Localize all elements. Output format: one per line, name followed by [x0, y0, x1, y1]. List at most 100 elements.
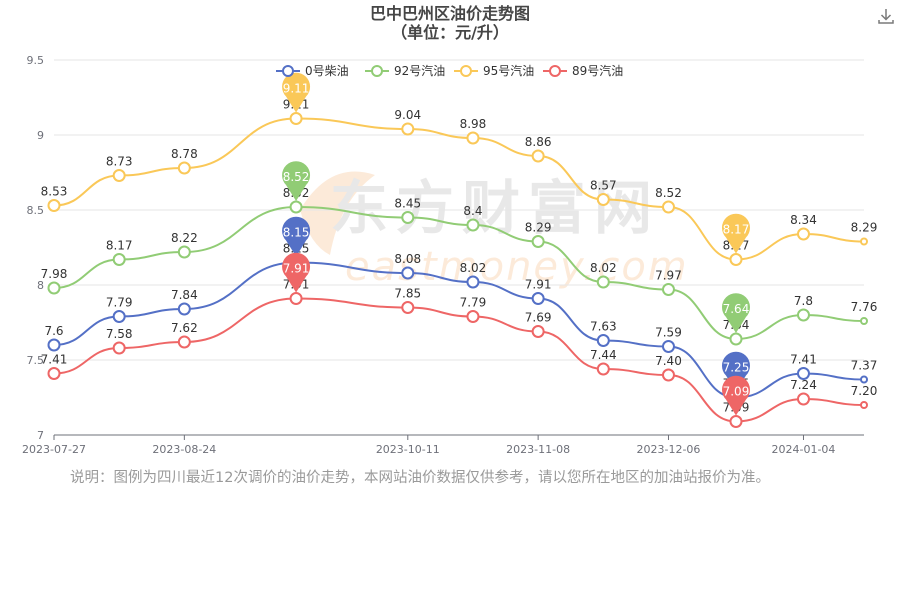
data-point[interactable]	[796, 308, 810, 322]
data-point[interactable]	[112, 341, 126, 355]
data-label: 7.63	[590, 320, 617, 334]
y-tick-label: 7.5	[27, 354, 45, 367]
pin-marker	[282, 72, 311, 113]
legend-item[interactable]: 92号汽油	[365, 63, 445, 78]
data-point[interactable]	[596, 275, 610, 289]
data-point[interactable]	[860, 401, 868, 409]
extreme-pins: 8.15 7.25 8.52 7.64 9.11 8.17 7.91 7.09	[282, 72, 750, 416]
data-point[interactable]	[596, 193, 610, 206]
chart-title: 巴中巴州区油价走势图 （单位：元/升）	[0, 4, 900, 42]
data-point[interactable]	[531, 235, 545, 248]
data-point[interactable]	[860, 237, 868, 246]
download-icon[interactable]	[876, 6, 896, 26]
data-label: 7.6	[44, 324, 63, 338]
data-point[interactable]	[796, 227, 810, 241]
data-point[interactable]	[729, 253, 743, 266]
y-tick-label: 9.5	[27, 54, 45, 67]
data-label: 7.85	[394, 287, 421, 301]
data-point[interactable]	[860, 317, 868, 325]
series-points[interactable]	[47, 112, 868, 428]
legend[interactable]: 0号柴油 92号汽油 95号汽油 89号汽油	[276, 63, 623, 78]
data-label: 7.20	[851, 384, 878, 398]
x-tick-label: 2024-01-04	[772, 443, 836, 456]
data-point[interactable]	[401, 266, 415, 280]
data-label: 7.98	[41, 267, 68, 281]
extreme-pin: 9.11	[282, 72, 311, 113]
chart-title-line1: 巴中巴州区油价走势图	[369, 4, 530, 23]
data-point[interactable]	[466, 310, 480, 323]
extreme-pin: 8.15	[282, 216, 311, 257]
data-point[interactable]	[401, 122, 415, 136]
data-point[interactable]	[47, 281, 61, 295]
data-label: 8.45	[394, 197, 421, 211]
data-label: 7.44	[590, 348, 617, 362]
y-tick-label: 7	[37, 429, 44, 442]
legend-item[interactable]: 95号汽油	[454, 63, 534, 78]
data-label: 7.69	[525, 311, 552, 325]
data-label: 7.79	[460, 296, 487, 310]
data-point[interactable]	[661, 283, 675, 296]
extreme-pin: 7.64	[721, 293, 750, 333]
legend-marker	[371, 65, 383, 77]
data-point[interactable]	[531, 292, 545, 305]
data-point[interactable]	[596, 334, 610, 347]
data-point[interactable]	[661, 200, 675, 214]
pin-marker	[721, 213, 750, 254]
data-point[interactable]	[531, 149, 545, 163]
data-point[interactable]	[177, 302, 191, 316]
y-tick-label: 9	[37, 129, 44, 142]
data-label: 8.02	[460, 261, 487, 275]
extreme-pin: 7.09	[721, 375, 750, 416]
y-tick-label: 8	[37, 279, 44, 292]
data-label: 7.91	[525, 278, 552, 292]
chart-title-line2: （单位：元/升）	[391, 23, 509, 42]
extreme-pin: 8.52	[282, 161, 311, 201]
data-labels: 7.6 7.79 7.84 8.15 8.08 8.02 7.91 7.63 7.59 7.25 7…	[41, 98, 878, 415]
data-label: 8.98	[460, 117, 487, 131]
data-point[interactable]	[401, 301, 415, 314]
pin-marker	[721, 293, 750, 333]
data-point[interactable]	[47, 199, 61, 212]
data-point[interactable]	[466, 131, 480, 145]
data-label: 8.53	[41, 185, 68, 199]
data-label: 7.62	[171, 321, 198, 335]
data-point[interactable]	[112, 169, 126, 182]
data-point[interactable]	[401, 211, 415, 224]
data-label: 8.02	[590, 261, 617, 275]
pin-label: 9.11	[283, 82, 310, 96]
data-label: 7.40	[655, 354, 682, 368]
pin-label: 7.09	[723, 385, 750, 399]
watermark-cn: 东方财富网	[330, 174, 660, 242]
data-point[interactable]	[466, 275, 480, 289]
legend-item[interactable]: 0号柴油	[276, 64, 349, 78]
data-point[interactable]	[177, 161, 191, 175]
data-point[interactable]	[289, 200, 303, 214]
data-point[interactable]	[860, 375, 868, 384]
data-point[interactable]	[177, 335, 191, 349]
data-point[interactable]	[289, 292, 303, 305]
data-point[interactable]	[796, 392, 810, 406]
data-point[interactable]	[47, 338, 61, 352]
data-point[interactable]	[112, 253, 126, 266]
data-label: 8.34	[790, 213, 817, 227]
data-point[interactable]	[177, 245, 191, 259]
data-point[interactable]	[596, 362, 610, 376]
data-point[interactable]	[729, 415, 743, 428]
data-point[interactable]	[796, 367, 810, 380]
data-point[interactable]	[729, 332, 743, 346]
pin-marker	[282, 216, 311, 257]
data-label: 7.41	[41, 353, 68, 367]
data-point[interactable]	[47, 367, 61, 380]
legend-label: 95号汽油	[483, 63, 534, 78]
data-point[interactable]	[466, 218, 480, 232]
data-label: 8.22	[171, 231, 198, 245]
legend-label: 89号汽油	[572, 63, 623, 78]
data-point[interactable]	[531, 325, 545, 338]
data-point[interactable]	[112, 310, 126, 323]
data-label: 7.8	[794, 294, 813, 308]
legend-item[interactable]: 89号汽油	[543, 63, 623, 78]
data-point[interactable]	[289, 112, 303, 125]
data-point[interactable]	[661, 368, 675, 382]
data-point[interactable]	[661, 340, 675, 353]
